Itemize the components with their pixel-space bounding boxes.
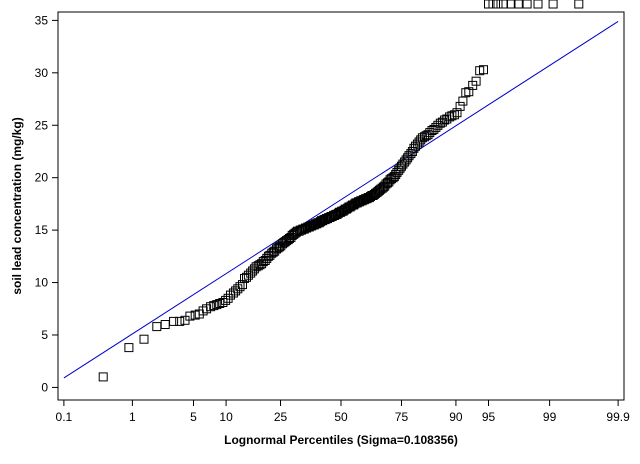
data-points-layer bbox=[98, 0, 584, 382]
data-point bbox=[407, 147, 417, 156]
data-point bbox=[124, 343, 134, 353]
x-tick-label: 50 bbox=[334, 410, 348, 424]
x-tick-label: 0.1 bbox=[56, 410, 73, 424]
data-point bbox=[206, 302, 216, 312]
data-point bbox=[548, 0, 558, 9]
data-point bbox=[139, 334, 149, 344]
y-tick-label: 20 bbox=[35, 171, 49, 185]
x-axis: 0.1 1 5 10 25 50 75 90 95 99 99.9 bbox=[56, 400, 630, 424]
data-point bbox=[406, 149, 416, 159]
data-point bbox=[499, 0, 508, 9]
data-point bbox=[447, 111, 457, 121]
x-tick-label: 25 bbox=[274, 410, 288, 424]
x-tick-label: 1 bbox=[129, 410, 136, 424]
y-tick-label: 5 bbox=[41, 328, 48, 342]
y-tick-label: 35 bbox=[35, 13, 49, 27]
y-tick-label: 30 bbox=[35, 66, 49, 80]
data-point bbox=[506, 0, 516, 9]
y-axis-title: soil lead concentration (mg/kg) bbox=[10, 117, 24, 294]
data-point bbox=[533, 0, 543, 9]
data-point bbox=[455, 101, 465, 111]
y-axis: 0 5 10 15 20 25 30 35 bbox=[35, 13, 58, 394]
fit-line bbox=[63, 21, 619, 379]
data-point bbox=[98, 372, 108, 382]
x-tick-label: 90 bbox=[449, 410, 463, 424]
x-tick-label: 99.9 bbox=[606, 410, 630, 424]
data-point bbox=[449, 110, 459, 120]
y-tick-label: 15 bbox=[35, 223, 49, 237]
y-tick-label: 25 bbox=[35, 118, 49, 132]
data-point bbox=[458, 96, 468, 106]
x-tick-label: 5 bbox=[190, 410, 197, 424]
x-tick-label: 75 bbox=[395, 410, 409, 424]
y-tick-label: 0 bbox=[41, 380, 48, 394]
y-tick-label: 10 bbox=[35, 276, 49, 290]
data-point bbox=[522, 0, 532, 9]
data-point bbox=[221, 295, 231, 305]
x-axis-title: Lognormal Percentiles (Sigma=0.108356) bbox=[224, 433, 458, 447]
data-point bbox=[479, 65, 488, 75]
data-point bbox=[169, 316, 179, 326]
data-point bbox=[461, 88, 471, 98]
data-point bbox=[513, 0, 523, 9]
data-point bbox=[185, 311, 195, 321]
data-point bbox=[215, 299, 225, 308]
data-point bbox=[493, 0, 503, 9]
data-point bbox=[209, 301, 219, 311]
data-point bbox=[152, 322, 162, 332]
x-tick-label: 99 bbox=[543, 410, 557, 424]
data-point bbox=[262, 253, 272, 263]
data-point bbox=[212, 300, 222, 310]
data-point bbox=[471, 76, 481, 86]
data-point bbox=[574, 0, 584, 9]
data-point bbox=[160, 320, 170, 329]
data-point bbox=[175, 316, 185, 326]
fit-line-layer bbox=[63, 21, 619, 379]
data-point bbox=[452, 108, 462, 118]
x-tick-label: 95 bbox=[482, 410, 496, 424]
data-point bbox=[488, 0, 498, 9]
data-point bbox=[223, 293, 233, 303]
x-tick-label: 10 bbox=[219, 410, 233, 424]
